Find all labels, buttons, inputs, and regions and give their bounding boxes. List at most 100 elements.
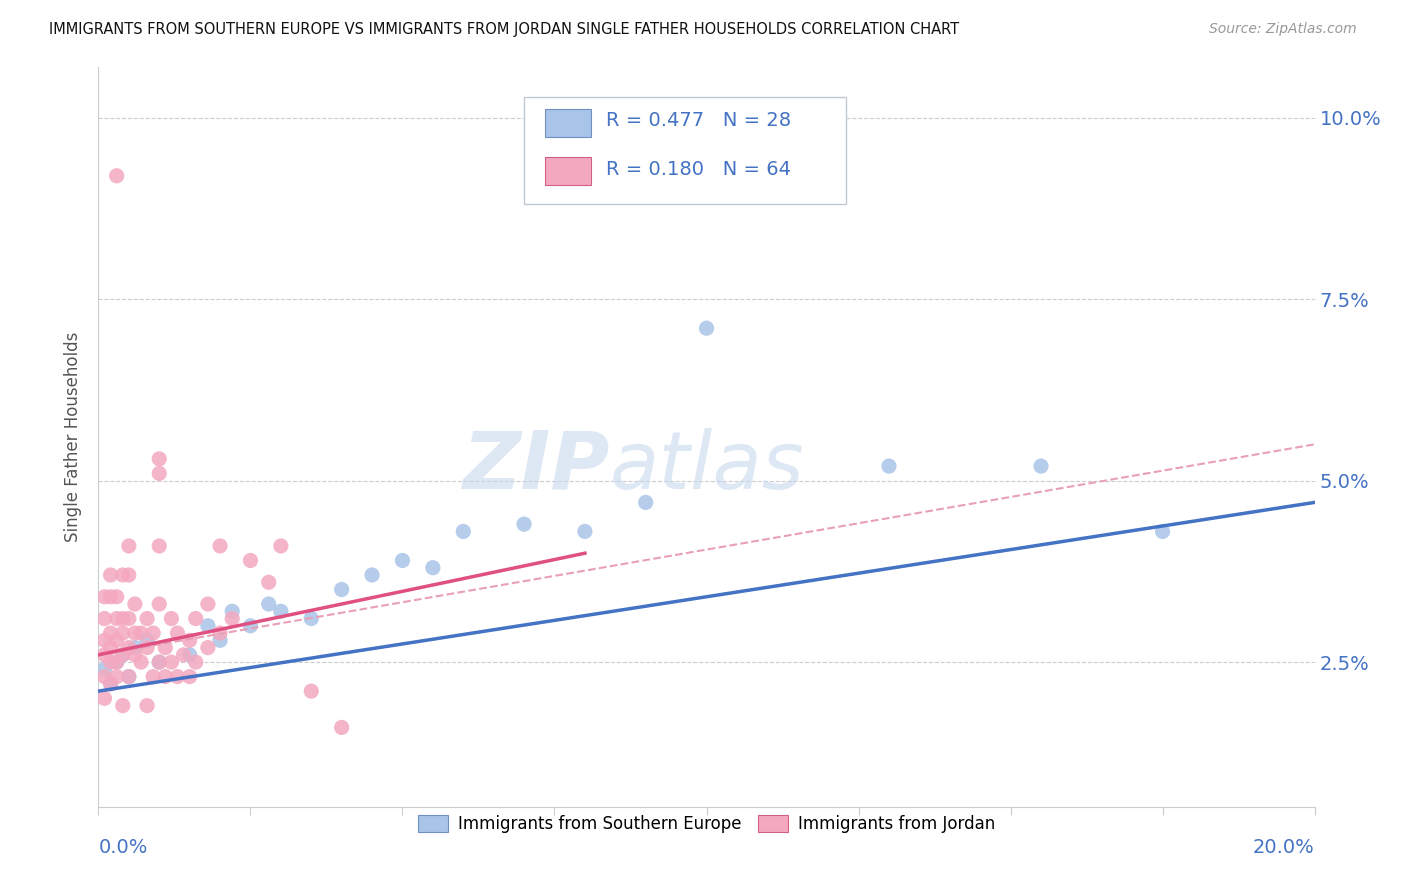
Point [330, 582, 353, 597]
Point [136, 633, 159, 648]
Point [136, 611, 159, 625]
Point [136, 640, 159, 655]
Point [197, 640, 219, 655]
Point [299, 611, 322, 625]
Point [100, 590, 122, 604]
Point [118, 670, 141, 684]
Point [173, 648, 195, 662]
Point [1152, 524, 1174, 539]
Point [93, 590, 115, 604]
Point [877, 459, 900, 474]
Point [422, 560, 444, 574]
Point [100, 677, 122, 691]
Legend: Immigrants from Southern Europe, Immigrants from Jordan: Immigrants from Southern Europe, Immigra… [411, 808, 1002, 839]
Point [105, 655, 128, 669]
Point [257, 597, 280, 611]
Point [330, 720, 353, 734]
Point [574, 524, 596, 539]
Point [124, 597, 146, 611]
Point [124, 626, 146, 640]
Point [221, 604, 243, 618]
Point [453, 524, 475, 539]
Point [148, 655, 170, 669]
Point [111, 648, 134, 662]
Point [124, 648, 146, 662]
Point [100, 640, 122, 655]
Point [148, 539, 170, 553]
FancyBboxPatch shape [524, 96, 846, 204]
Point [111, 611, 134, 625]
Point [160, 611, 183, 625]
Point [105, 611, 128, 625]
Point [100, 626, 122, 640]
Point [155, 670, 177, 684]
Point [142, 626, 165, 640]
Point [634, 495, 657, 509]
Point [111, 698, 134, 713]
FancyBboxPatch shape [544, 109, 591, 137]
Point [100, 655, 122, 669]
Point [111, 648, 134, 662]
Point [209, 539, 232, 553]
Point [239, 619, 262, 633]
Point [696, 321, 718, 335]
Text: IMMIGRANTS FROM SOUTHERN EUROPE VS IMMIGRANTS FROM JORDAN SINGLE FATHER HOUSEHOL: IMMIGRANTS FROM SOUTHERN EUROPE VS IMMIG… [49, 22, 959, 37]
Point [93, 648, 115, 662]
Point [93, 662, 115, 676]
Point [142, 670, 165, 684]
Point [270, 539, 292, 553]
Point [118, 611, 141, 625]
Point [100, 568, 122, 582]
Point [239, 553, 262, 567]
Text: ZIP: ZIP [461, 427, 609, 506]
Point [197, 597, 219, 611]
Point [221, 611, 243, 625]
Point [184, 655, 207, 669]
Point [105, 655, 128, 669]
Point [111, 626, 134, 640]
Point [179, 670, 201, 684]
Point [179, 633, 201, 648]
Point [118, 640, 141, 655]
Point [105, 169, 128, 183]
Text: R = 0.477   N = 28: R = 0.477 N = 28 [606, 112, 790, 130]
Point [100, 677, 122, 691]
Text: 0.0%: 0.0% [98, 838, 148, 857]
Point [93, 670, 115, 684]
Point [166, 670, 188, 684]
Point [148, 467, 170, 481]
Point [118, 568, 141, 582]
Point [105, 633, 128, 648]
Point [209, 633, 232, 648]
Point [118, 539, 141, 553]
Point [361, 568, 384, 582]
Point [148, 597, 170, 611]
Point [155, 640, 177, 655]
Point [1029, 459, 1052, 474]
Point [184, 611, 207, 625]
Point [93, 691, 115, 706]
Point [299, 684, 322, 698]
Point [160, 655, 183, 669]
Point [209, 626, 232, 640]
Text: R = 0.180   N = 64: R = 0.180 N = 64 [606, 160, 790, 178]
Text: 20.0%: 20.0% [1253, 838, 1315, 857]
FancyBboxPatch shape [544, 157, 591, 186]
Point [148, 451, 170, 466]
Point [391, 553, 413, 567]
Text: atlas: atlas [609, 427, 804, 506]
Point [179, 648, 201, 662]
Point [93, 611, 115, 625]
Point [148, 655, 170, 669]
Point [257, 575, 280, 590]
Text: Source: ZipAtlas.com: Source: ZipAtlas.com [1209, 22, 1357, 37]
Y-axis label: Single Father Households: Single Father Households [65, 332, 83, 542]
Point [129, 626, 152, 640]
Point [270, 604, 292, 618]
Point [136, 698, 159, 713]
Point [197, 619, 219, 633]
Point [129, 655, 152, 669]
Point [105, 670, 128, 684]
Point [118, 670, 141, 684]
Point [111, 568, 134, 582]
